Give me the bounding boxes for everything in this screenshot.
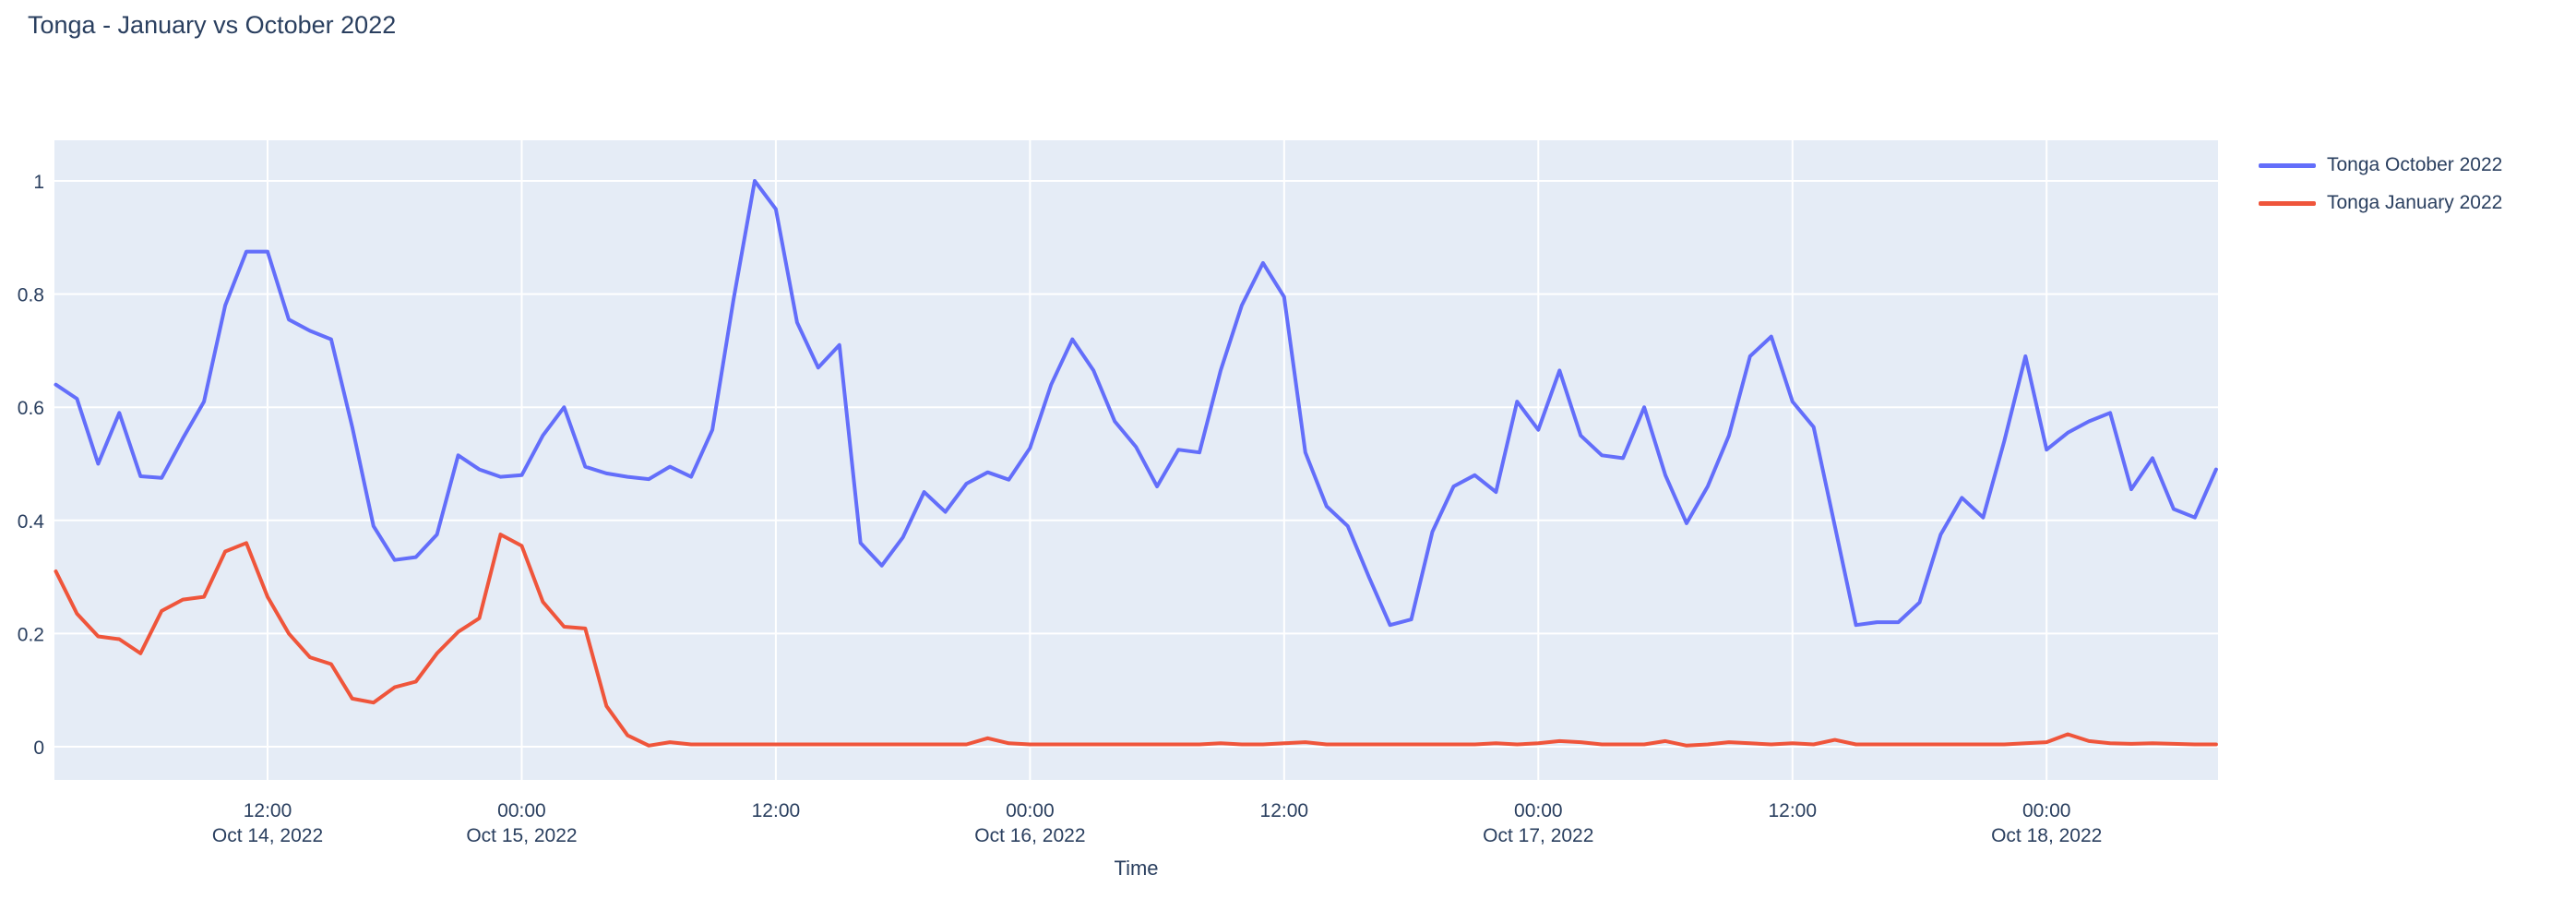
plot-background xyxy=(54,140,2218,780)
y-tick-label: 0.8 xyxy=(18,285,44,306)
series-line-tonga-january-2022[interactable] xyxy=(54,533,2218,748)
legend-item-tonga-january-2022[interactable]: Tonga January 2022 xyxy=(2259,188,2502,218)
y-tick-label: 0.4 xyxy=(18,511,45,533)
x-axis-title: Time xyxy=(1114,857,1159,880)
legend-line-swatch-october xyxy=(2259,162,2316,168)
x-tick-label: 00:00 xyxy=(1006,800,1055,821)
y-tick-labels: 0 0.2 0.4 0.6 0.8 1 xyxy=(18,172,45,759)
x-tick-date-label: Oct 14, 2022 xyxy=(212,825,323,846)
y-tick-label: 1 xyxy=(33,172,44,193)
legend: Tonga October 2022 Tonga January 2022 xyxy=(2259,150,2502,218)
x-tick-date-label: Oct 18, 2022 xyxy=(1991,825,2102,846)
legend-line-swatch-january xyxy=(2259,200,2316,206)
legend-item-tonga-october-2022[interactable]: Tonga October 2022 xyxy=(2259,150,2502,180)
x-gridlines xyxy=(267,140,2048,780)
series-lines[interactable] xyxy=(54,179,2218,748)
x-tick-label: 12:00 xyxy=(752,800,801,821)
y-tick-label: 0.2 xyxy=(18,624,44,645)
y-tick-label: 0.6 xyxy=(18,398,44,419)
series-line-tonga-october-2022[interactable] xyxy=(54,179,2218,628)
y-gridlines xyxy=(54,180,2218,748)
x-tick-label: 12:00 xyxy=(244,800,292,821)
x-tick-label: 00:00 xyxy=(2022,800,2071,821)
legend-label: Tonga October 2022 xyxy=(2327,154,2503,175)
legend-label: Tonga January 2022 xyxy=(2327,192,2503,213)
x-tick-date-label: Oct 15, 2022 xyxy=(466,825,577,846)
x-tick-label: 00:00 xyxy=(1514,800,1563,821)
x-tick-label: 12:00 xyxy=(1768,800,1817,821)
x-tick-labels: 12:00 Oct 14, 2022 00:00 Oct 15, 2022 12:00 0… xyxy=(212,800,2102,846)
y-tick-label: 0 xyxy=(33,737,44,759)
x-tick-label: 00:00 xyxy=(497,800,546,821)
x-tick-date-label: Oct 17, 2022 xyxy=(1483,825,1593,846)
x-tick-date-label: Oct 16, 2022 xyxy=(974,825,1085,846)
chart-title: Tonga - January vs October 2022 xyxy=(28,11,397,39)
x-tick-label: 12:00 xyxy=(1260,800,1309,821)
